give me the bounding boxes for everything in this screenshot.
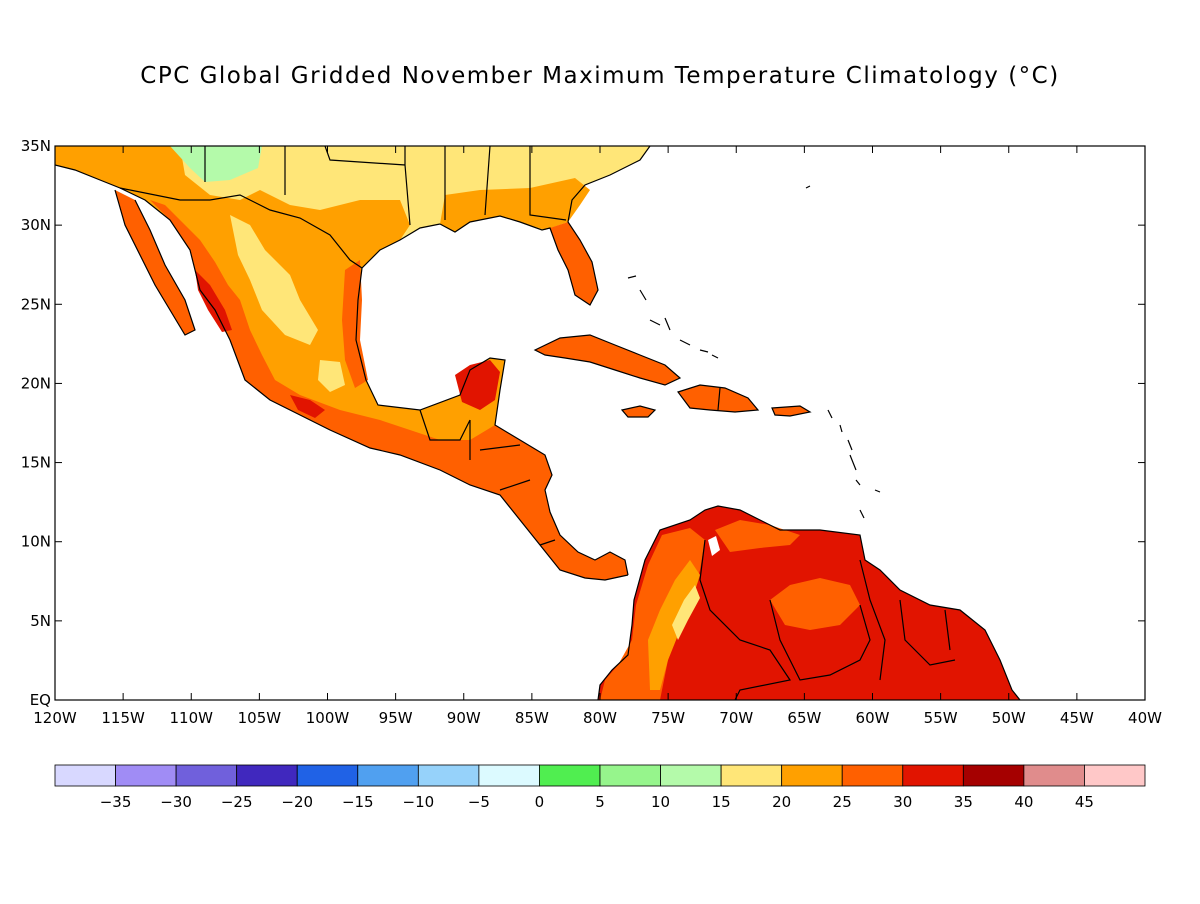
- zone-20-25-andes: [672, 585, 700, 640]
- colorbar-swatch: [902, 764, 964, 787]
- colorbar-swatch: [478, 764, 540, 787]
- colorbar-label: 10: [651, 793, 670, 811]
- colorbar-label: 35: [954, 793, 973, 811]
- lon-tick-label: 40W: [1128, 709, 1162, 727]
- colorbar-swatch: [720, 764, 783, 787]
- lon-tick-label: 75W: [651, 709, 685, 727]
- lat-tick-label: 10N: [21, 533, 51, 551]
- zone-30-35-venezuela-coast: [715, 520, 800, 552]
- colorbar-label: −20: [281, 793, 313, 811]
- lon-tick-label: 115W: [101, 709, 145, 727]
- lat-tick-label: 25N: [21, 295, 51, 313]
- lon-tick-label: 120W: [33, 709, 77, 727]
- lon-tick-label: 80W: [583, 709, 617, 727]
- colorbar-label: −30: [160, 793, 192, 811]
- florida-land: [550, 222, 598, 305]
- us-mexico-border: [119, 187, 363, 269]
- lat-tick-label: 5N: [30, 612, 51, 630]
- colorbar-swatch: [1023, 764, 1085, 787]
- colorbar-label: 5: [595, 793, 605, 811]
- colorbar-label: 30: [893, 793, 912, 811]
- colorbar-swatch: [599, 764, 661, 787]
- colorbar-label: −15: [342, 793, 374, 811]
- lon-tick-label: 85W: [515, 709, 549, 727]
- latitude-axis: 35N 30N 25N 20N 15N 10N 5N EQ: [21, 137, 1145, 709]
- colorbar-swatch: [841, 764, 904, 787]
- colorbar-label: 20: [772, 793, 791, 811]
- colorbar-swatch: [1084, 764, 1146, 787]
- colorbar-label: 40: [1014, 793, 1033, 811]
- bahamas-islands: [627, 185, 811, 359]
- lat-tick-label: EQ: [30, 691, 51, 709]
- south-america-coastline: [597, 505, 1021, 700]
- zone-35-40-guerrero: [290, 395, 325, 418]
- colorbar-label: −10: [403, 793, 435, 811]
- colorbar-label: 15: [712, 793, 731, 811]
- colorbar-swatch: [236, 764, 298, 787]
- zone-30-35-guiana-highlands: [770, 578, 860, 630]
- colorbar-swatch: [417, 764, 480, 787]
- zone-20-25-mexico-south: [318, 360, 345, 392]
- south-america-borders: [699, 539, 956, 700]
- us-state-borders: [204, 146, 567, 226]
- lake-maracaibo: [708, 536, 720, 556]
- colorbar-label: 45: [1075, 793, 1094, 811]
- lon-tick-label: 100W: [306, 709, 350, 727]
- colorbar-label: −35: [100, 793, 132, 811]
- longitude-axis: 120W 115W 110W 105W 100W 95W 90W 85W 80W 75W 70W 65…: [33, 146, 1162, 727]
- hispaniola-land: [678, 385, 758, 412]
- zone-30-35-mexico-west: [150, 200, 628, 580]
- gulf-mexico-coastline: [355, 223, 629, 576]
- lat-tick-label: 20N: [21, 374, 51, 392]
- colorbar-label: 0: [535, 793, 545, 811]
- lon-tick-label: 105W: [238, 709, 282, 727]
- colorbar-label: −25: [221, 793, 253, 811]
- lon-tick-label: 95W: [379, 709, 413, 727]
- lon-tick-label: 65W: [787, 709, 821, 727]
- colorbar-label: −5: [468, 793, 490, 811]
- colorbar-swatch: [781, 764, 843, 787]
- colorbar-swatch: [175, 764, 238, 787]
- puerto-rico-outline: [771, 405, 812, 417]
- zone-30-35-baja: [115, 190, 195, 335]
- colorbar-label: 25: [833, 793, 852, 811]
- lat-tick-label: 35N: [21, 137, 51, 155]
- zone-30-35-mexico-gulf: [342, 260, 368, 388]
- colorbar: −35 −30 −25 −20 −15 −10 −5 0 5 10 15 20 25 30 35 40 45: [54, 764, 1146, 811]
- zone-35-40-sinaloa: [195, 270, 232, 332]
- colorbar-swatch: [539, 764, 601, 787]
- central-america-borders: [419, 409, 556, 546]
- colorbar-swatch: [660, 764, 722, 787]
- colorbar-swatch: [962, 764, 1025, 787]
- lat-tick-label: 15N: [21, 454, 51, 472]
- lon-tick-label: 90W: [447, 709, 481, 727]
- lon-tick-label: 55W: [924, 709, 958, 727]
- lat-tick-label: 30N: [21, 216, 51, 234]
- zone-15-20-patch: [170, 146, 262, 182]
- jamaica-outline: [620, 405, 657, 418]
- lon-tick-label: 60W: [856, 709, 890, 727]
- lon-tick-label: 50W: [992, 709, 1026, 727]
- cuba-outline: [533, 334, 682, 386]
- hispaniola-outline: [677, 384, 760, 413]
- cuba-land: [535, 335, 680, 385]
- colorbar-swatch: [115, 764, 177, 787]
- colorbar-swatch: [296, 764, 359, 787]
- colorbar-swatch: [357, 764, 419, 787]
- zone-35-40-yucatan: [455, 360, 500, 410]
- north-america-coastline: [439, 146, 651, 306]
- lon-tick-label: 45W: [1060, 709, 1094, 727]
- lon-tick-label: 70W: [719, 709, 753, 727]
- colorbar-swatch: [54, 764, 116, 787]
- lesser-antilles: [827, 409, 881, 519]
- zone-20-25-mexico-plateau: [230, 215, 318, 345]
- chart-title: CPC Global Gridded November Maximum Temp…: [140, 63, 1059, 89]
- baja-coastline: [114, 189, 196, 336]
- coastlines-and-borders: [55, 146, 1021, 700]
- lon-tick-label: 110W: [170, 709, 214, 727]
